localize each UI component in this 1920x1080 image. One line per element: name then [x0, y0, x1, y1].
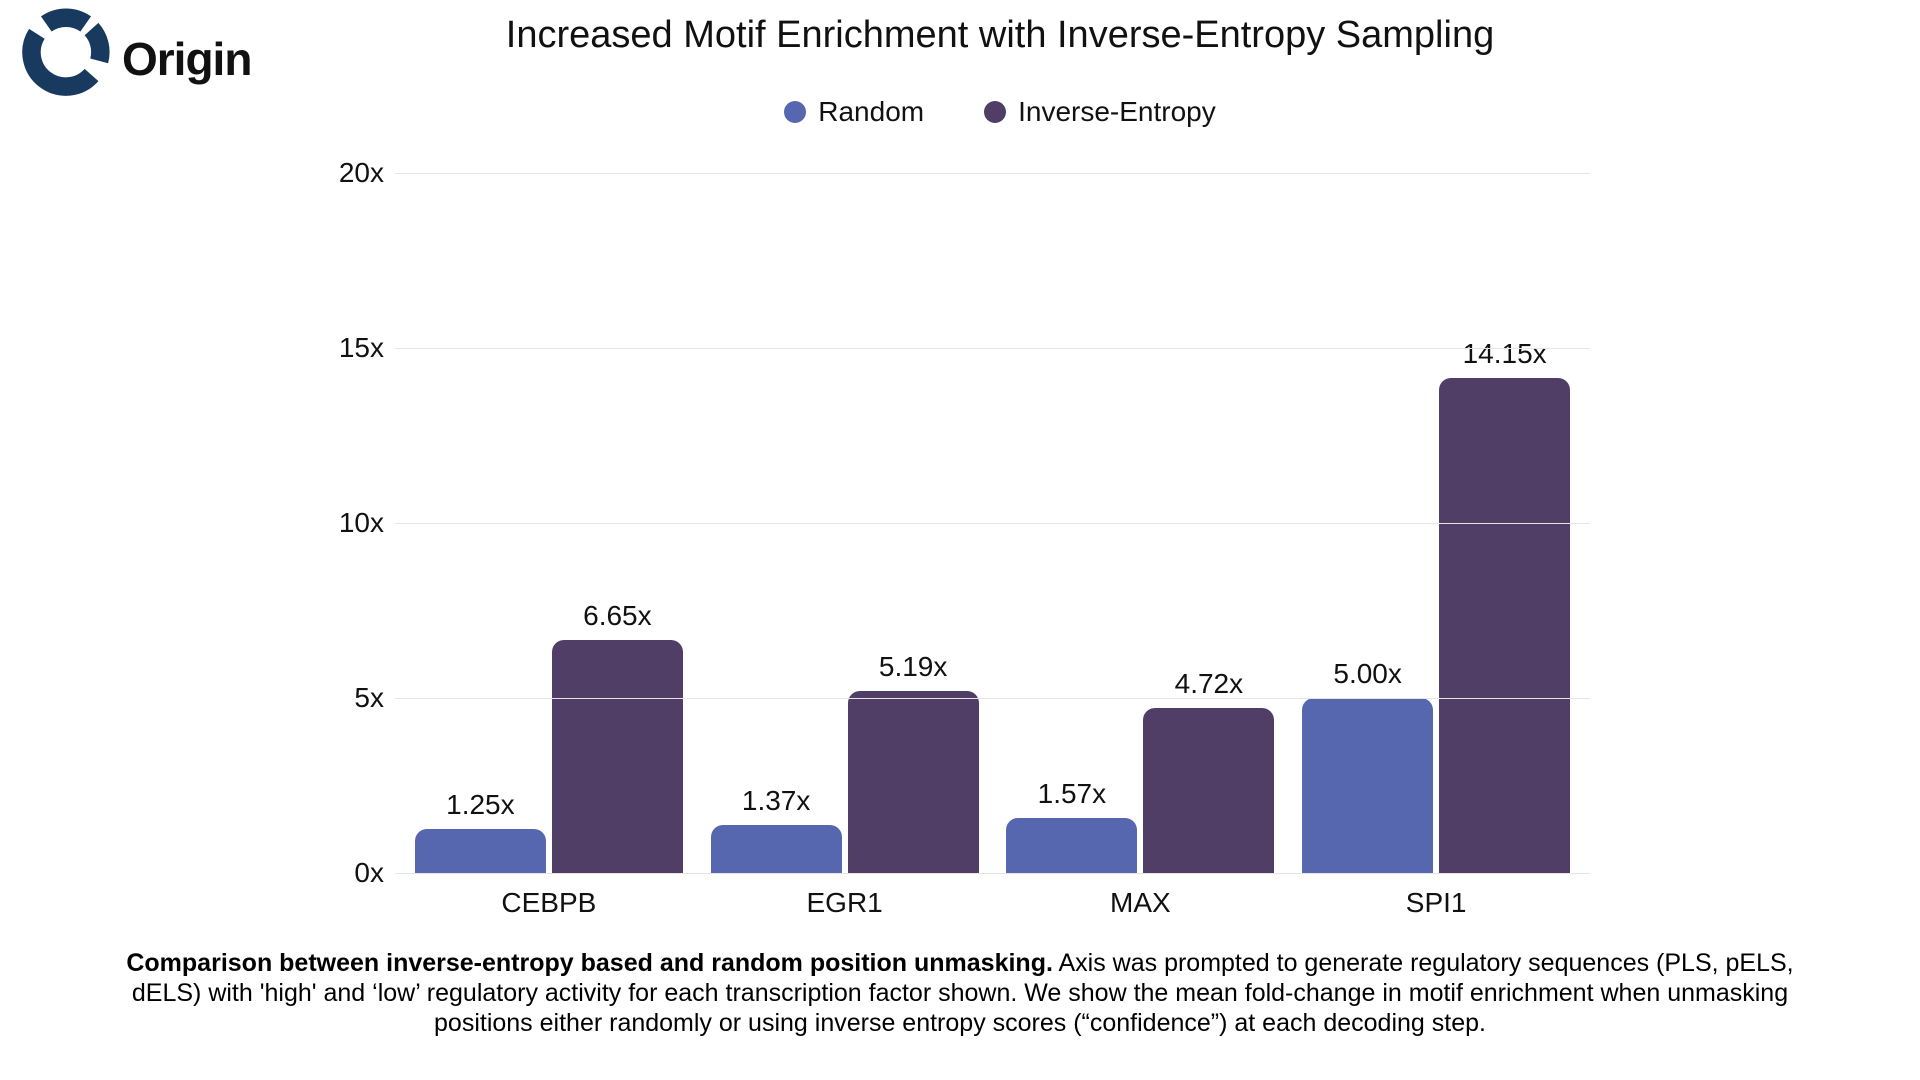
bar-inverse-entropy-cebpb: 6.65x: [551, 600, 683, 873]
x-axis-category-label: EGR1: [806, 887, 883, 918]
bar-value-label: 5.19x: [878, 651, 948, 683]
x-axis-category-label: CEBPB: [501, 887, 597, 918]
page-title: Increased Motif Enrichment with Inverse-…: [505, 14, 1495, 56]
bar-inverse-entropy-spi1: 14.15x: [1439, 338, 1571, 873]
bar-group-max: 1.57x 4.72x MAX: [993, 173, 1289, 918]
bar-inverse-entropy-max: 4.72x: [1143, 668, 1275, 873]
bar-group-cebpb: 1.25x 6.65x CEBPB: [401, 173, 697, 918]
y-axis-tick-label: 20x: [338, 157, 384, 188]
x-axis-category-label: SPI1: [1405, 887, 1467, 918]
bar-value-label: 5.00x: [1333, 658, 1402, 689]
bar-value-label: 1.37x: [741, 785, 811, 817]
gridline: [395, 698, 1590, 699]
legend-item-inverse-entropy: Inverse-Entropy: [984, 96, 1216, 128]
legend-dot-random-icon: [784, 101, 807, 123]
bar-group-egr1: 1.37x 5.19x EGR1: [697, 173, 993, 918]
x-axis-category-label: MAX: [1110, 887, 1171, 918]
bar-value-label: 1.57x: [1037, 778, 1107, 810]
gridline: [395, 348, 1590, 349]
legend-label-inverse-entropy: Inverse-Entropy: [1018, 96, 1216, 127]
legend-label-random: Random: [818, 96, 925, 127]
bar-random-max: 1.57x: [1006, 778, 1138, 873]
bar-random-spi1: 5.00x: [1302, 658, 1434, 873]
caption-bold-text: Comparison between inverse-entropy based…: [126, 949, 1053, 977]
bar-groups: 1.25x 6.65x CEBPB 1.37x 5.19x EGR1 1.57x 4.72x M…: [395, 173, 1590, 918]
figure-caption: Comparison between inverse-entropy based…: [105, 948, 1815, 1038]
logo-arc-right: [84, 22, 110, 64]
bar-random-egr1: 1.37x: [710, 785, 842, 873]
y-axis-tick-label: 0x: [354, 857, 384, 888]
y-axis-tick-label: 15x: [338, 332, 384, 363]
chart-legend: Random Inverse-Entropy: [80, 96, 1920, 128]
caption-body-text: Axis was prompted to generate regulatory…: [131, 949, 1794, 1037]
gridline: [395, 173, 1590, 174]
legend-dot-inverse-entropy-icon: [984, 101, 1007, 123]
bar-value-label: 4.72x: [1174, 667, 1244, 699]
logo-arc-main: [22, 28, 99, 96]
y-axis-tick-label: 10x: [338, 507, 384, 538]
origin-logo-text: Origin: [122, 33, 252, 85]
plot-area: 1.25x 6.65x CEBPB 1.37x 5.19x EGR1 1.57x 4.72x M…: [395, 173, 1590, 918]
bar-value-label: 14.15x: [1462, 337, 1547, 369]
bar-chart: 20x 15x 10x 5x 0x 1.25x 6.65x CEBPB 1.37x 5.19x E…: [0, 157, 1920, 918]
origin-logo: Origin: [22, 8, 252, 96]
logo-arc-top: [40, 8, 92, 32]
bar-group-spi1: 5.00x 14.15x SPI1: [1288, 173, 1584, 918]
gridline: [395, 873, 1590, 874]
bar-random-cebpb: 1.25x: [414, 789, 546, 873]
y-axis-tick-label: 5x: [354, 682, 384, 713]
bar-value-label: 1.25x: [446, 789, 515, 821]
origin-logo-icon: [22, 8, 110, 96]
bar-value-label: 6.65x: [583, 600, 652, 632]
y-axis: 20x 15x 10x 5x 0x: [0, 157, 384, 888]
bar-inverse-entropy-egr1: 5.19x: [847, 651, 979, 873]
legend-item-random: Random: [784, 96, 924, 128]
gridline: [395, 523, 1590, 524]
